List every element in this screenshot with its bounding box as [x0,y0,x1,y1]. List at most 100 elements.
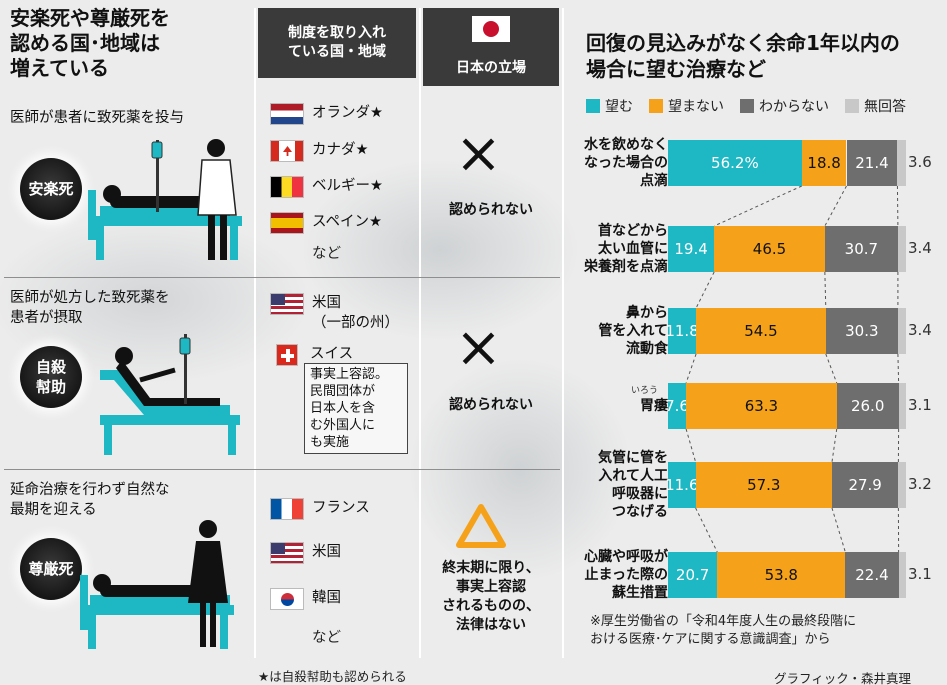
column-divider [254,8,256,658]
legend-swatch [740,99,754,113]
bar-segment: 53.8 [717,552,846,598]
country-name: オランダ★ [312,105,383,121]
legend-swatch [649,99,663,113]
connector-line [824,271,827,309]
spain-flag-icon [270,212,304,234]
bar-value-label: 3.6 [908,153,932,171]
legend-label: 望む [605,99,633,115]
country-name: カナダ★ [312,142,369,158]
bar-segment [897,140,906,186]
bar-segment: 21.4 [846,140,898,186]
bar-segment: 20.7 [668,552,718,598]
country-name: フランス [312,500,370,516]
bar-segment: 26.0 [836,383,899,429]
bar-value-label: 3.4 [908,239,932,257]
legend-item-no-answer: 無回答 [845,96,906,116]
legend-item-not-want: 望まない [649,96,724,116]
bar-segment: 11.8 [665,308,699,354]
category-label: 気管に管を 入れて人工 呼吸器に つなげる [598,450,668,520]
legend-item-dont-know: わからない [740,96,829,116]
country-name: スペイン★ [312,214,382,230]
bar-segment: 30.3 [825,308,898,354]
bar-segment [898,383,906,429]
euthanasia-illustration [88,139,242,260]
usa-flag-icon [270,542,304,564]
connector-line [685,428,697,463]
credit: グラフィック・森井真理 [774,671,912,685]
section-2-label: 医師が処方した致死薬を 患者が摂取 [10,290,170,326]
bar-segment [898,462,906,508]
country-name: 韓国 [312,590,341,606]
etc-label: など [312,630,341,646]
section-divider [4,469,560,470]
bar-value-label: 3.1 [908,396,932,414]
category-label: 水を飲めなく なった場合の 点滴 [584,137,668,189]
netherlands-flag-icon [270,103,304,125]
connector-line [824,185,847,227]
connector-line [685,353,697,384]
bar-segment: 18.8 [801,140,847,186]
bar-segment: 7.6 [665,383,689,429]
bar-segment: 56.2% [668,140,802,186]
bar-segment: 30.7 [824,226,898,272]
bar-segment: 57.3 [695,462,832,508]
bar-value-label: 3.1 [908,565,932,583]
country-name: スイス [310,346,354,362]
country-usa: 米国 [270,542,341,564]
japan-status: 認められない [449,397,533,413]
bar-segment: 27.9 [831,462,899,508]
section-1-badge: 安楽死 [20,158,82,220]
japan-status: 認められない [449,202,533,218]
category-label: 心臓や呼吸が 止まった際の 蘇生措置 [584,549,668,601]
connector-line [695,507,718,553]
category-label: 胃瘻 [640,398,668,414]
country-france: フランス [270,498,370,520]
country-spain: スペイン★ [270,212,382,234]
countries-column-header: 制度を取り入れ ている国・地域 [258,8,416,78]
country-canada: カナダ★ [270,140,369,162]
country-netherlands: オランダ★ [270,103,383,125]
bar-value-label: 3.4 [908,321,932,339]
section-1-label: 医師が患者に致死薬を投与 [10,110,184,126]
connector-line [695,271,715,309]
country-belgium: ベルギー★ [270,176,383,198]
ruby-reading: いろう [631,386,659,396]
belgium-flag-icon [270,176,304,198]
bar-segment: 46.5 [714,226,825,272]
france-flag-icon [270,498,304,520]
switzerland-note: 事実上容認。 民間団体が 日本人を含 む外国人に も実施 [304,363,408,454]
category-label: 鼻から 管を入れて 流動食 [598,305,668,357]
bar-value-label: 3.2 [908,475,932,493]
bar-segment: 19.4 [668,226,715,272]
japan-header-text: 日本の立場 [456,60,526,76]
bar-segment [897,226,906,272]
section-2-badge: 自殺 幇助 [20,346,82,408]
japan-status: 終末期に限り、 事実上容認 されるものの、 法律はない [442,560,540,633]
death-with-dignity-illustration [80,520,234,649]
bar-segment: 54.5 [696,308,826,354]
not-allowed-mark-icon: × [455,315,502,380]
japan-flag-icon [472,16,510,42]
connector-line [831,428,838,463]
korea-flag-icon [270,588,304,610]
country-name: 米国 [312,544,341,560]
legend-label: わからない [759,99,829,115]
connector-line [713,185,802,227]
connector-line [825,353,838,384]
legend-item-want: 望む [586,96,633,116]
usa-flag-icon [270,293,304,315]
column-divider [419,8,421,658]
etc-label: など [312,246,341,262]
not-allowed-mark-icon: × [455,121,502,186]
assisted-suicide-illustration [100,334,240,455]
country-name: ベルギー★ [312,178,383,194]
column-divider [562,8,564,658]
switzerland-flag-icon [276,344,298,366]
section-divider [4,277,560,278]
japan-column-header: 日本の立場 [423,8,559,86]
bar-segment [897,308,906,354]
country-usa-some-states: 米国 （一部の州） [270,293,399,333]
canada-flag-icon [270,140,304,162]
conditional-mark-icon [456,504,506,548]
